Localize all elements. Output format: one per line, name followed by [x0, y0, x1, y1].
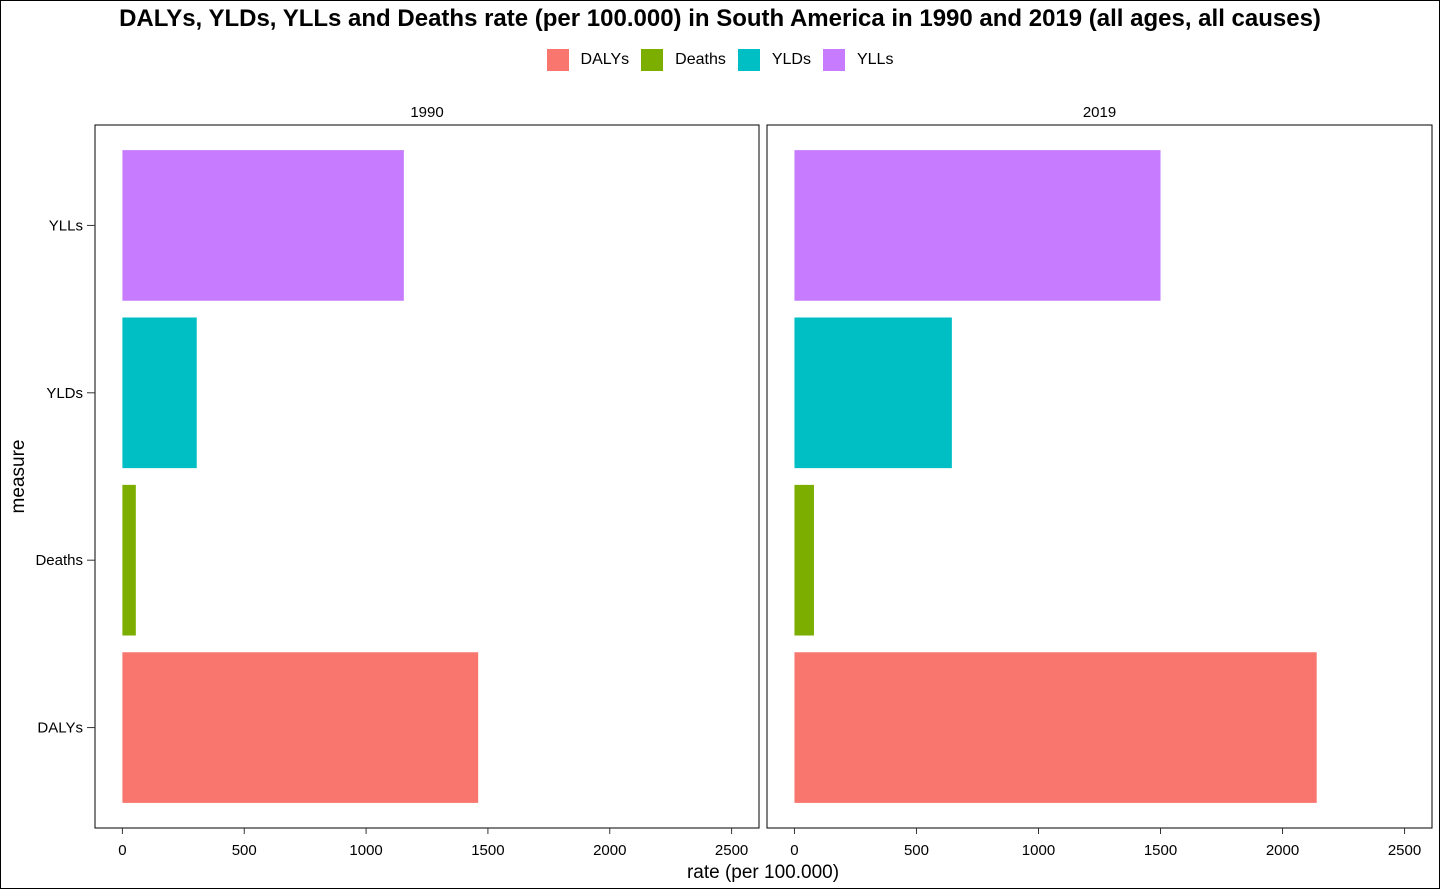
bar-2019-ylds [794, 317, 952, 469]
legend-item-deaths: Deaths [641, 49, 726, 71]
x-tick-label-1990-0: 0 [118, 842, 126, 859]
facet-label-1990: 1990 [410, 104, 443, 121]
x-tick-label-2019-1500: 1500 [1144, 842, 1177, 859]
bar-1990-deaths [122, 484, 136, 636]
x-tick-label-2019-2000: 2000 [1266, 842, 1299, 859]
legend-item-ylls: YLLs [822, 49, 894, 71]
bar-1990-ylls [122, 150, 404, 301]
x-tick-label-2019-0: 0 [790, 842, 798, 859]
bar-2019-ylls [794, 150, 1161, 301]
x-tick-label-1990-2000: 2000 [593, 842, 626, 859]
x-tick-label-2019-1000: 1000 [1022, 842, 1055, 859]
y-tick-label-dalys: DALYs [37, 720, 83, 737]
legend-item-ylds: YLDs [737, 49, 811, 71]
bar-2019-dalys [794, 652, 1317, 803]
legend: DALYs Deaths YLDs YLLs [0, 49, 1440, 71]
y-tick-label-deaths: Deaths [35, 552, 83, 569]
legend-label-ylds: YLDs [771, 51, 811, 68]
legend-key-ylls [822, 49, 845, 71]
chart-title: DALYs, YLDs, YLLs and Deaths rate (per 1… [119, 5, 1321, 32]
legend-key-deaths [641, 49, 664, 71]
x-axis-title: rate (per 100.000) [687, 862, 839, 883]
legend-label-deaths: Deaths [675, 51, 726, 68]
bar-1990-ylds [122, 317, 197, 469]
panel-border-1990 [94, 124, 760, 829]
bar-1990-dalys [122, 652, 479, 803]
x-tick-label-1990-2500: 2500 [715, 842, 748, 859]
y-tick-label-ylds: YLDs [46, 385, 83, 402]
legend-key-dalys [546, 49, 569, 71]
y-tick-label-ylls: YLLs [49, 217, 83, 234]
panel-border-2019 [766, 124, 1433, 829]
x-tick-label-2019-2500: 2500 [1388, 842, 1421, 859]
x-tick-label-2019-500: 500 [904, 842, 929, 859]
legend-label-ylls: YLLs [856, 51, 894, 68]
facet-label-2019: 2019 [1083, 104, 1116, 121]
bar-2019-deaths [794, 484, 814, 636]
y-axis-title: measure [8, 440, 29, 514]
x-tick-label-1990-1000: 1000 [349, 842, 382, 859]
legend-label-dalys: DALYs [580, 51, 630, 68]
x-tick-label-1990-1500: 1500 [471, 842, 504, 859]
x-tick-label-1990-500: 500 [232, 842, 257, 859]
legend-key-ylds [737, 49, 760, 71]
legend-item-dalys: DALYs [546, 49, 630, 71]
